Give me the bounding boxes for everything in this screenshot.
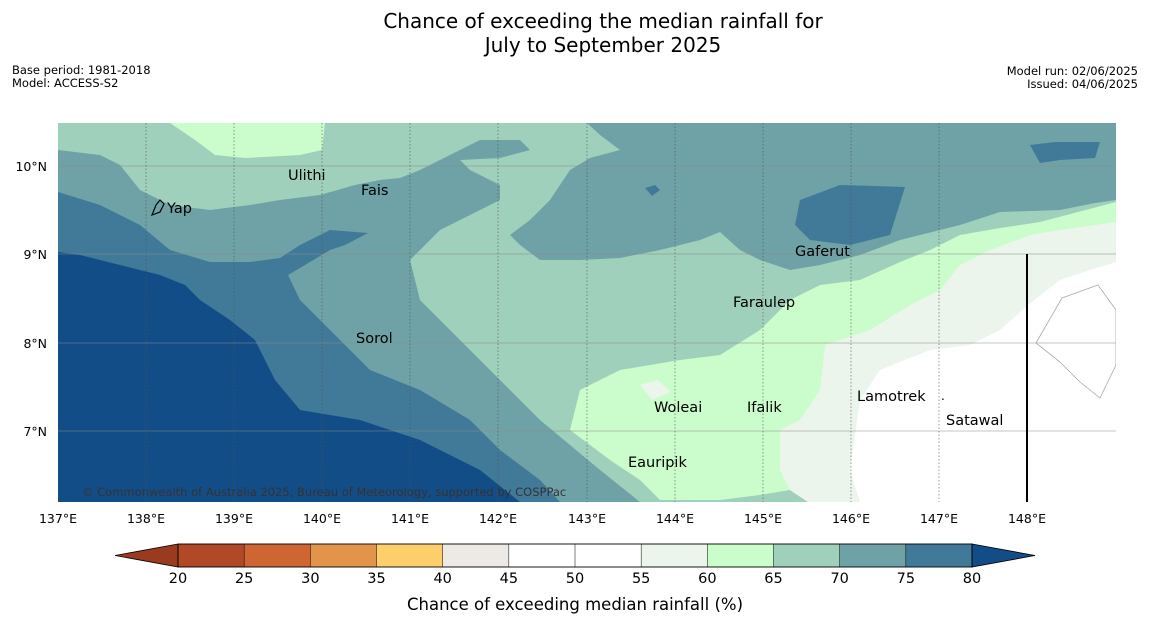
colorbar-tick-label: 70: [830, 571, 848, 587]
colorbar-segment: [376, 543, 444, 568]
colorbar-label: Chance of exceeding median rainfall (%): [407, 595, 743, 614]
lon-tick-143: 143°E: [568, 511, 606, 526]
map-title: Chance of exceeding the median rainfall …: [0, 9, 1150, 57]
colorbar-tick-label: 65: [764, 571, 782, 587]
model-run-text: Model run: 02/06/2025: [1006, 64, 1138, 78]
eez-outline: [1035, 284, 1116, 399]
longitude-gridlines: [145, 123, 940, 502]
place-gaferut: Gaferut: [795, 244, 850, 260]
place-labels: Ulithi Fais Yap Gaferut Faraulep Sorol W…: [166, 168, 1003, 471]
colorbar-tick-label: 30: [301, 571, 319, 587]
title-line-1: Chance of exceeding the median rainfall …: [383, 9, 823, 33]
band-80-ne: [1030, 142, 1100, 163]
colorbar-tick-label: 50: [566, 571, 584, 587]
lon-tick-141: 141°E: [391, 511, 429, 526]
lon-tick-138: 138°E: [127, 511, 165, 526]
lon-tick-144: 144°E: [656, 511, 694, 526]
issued-text: Issued: 04/06/2025: [1027, 77, 1138, 91]
colorbar-segment: [442, 543, 510, 568]
lat-tick-9: 9°N: [23, 247, 47, 262]
place-dot: .: [941, 389, 945, 403]
colorbar-over-arrow: [971, 543, 1036, 568]
colorbar-segment: [177, 543, 245, 568]
colorbar-segment: [243, 543, 312, 568]
latitude-tick-labels: 10°N 9°N 8°N 7°N: [15, 159, 47, 439]
colorbar-segment: [839, 543, 907, 568]
place-sorol: Sorol: [356, 331, 393, 347]
place-yap: Yap: [166, 201, 192, 217]
band-65-70-north: [170, 123, 325, 158]
colorbar-tick-labels: 20 25 30 35 40 45 50 55 60 65 70 75 80: [169, 571, 981, 587]
lon-tick-140: 140°E: [303, 511, 341, 526]
meta-left: Base period: 1981-2018 Model: ACCESS-S2: [12, 64, 151, 90]
lon-tick-145: 145°E: [744, 511, 782, 526]
yap-island-outline: [150, 199, 165, 217]
band-80-spot: [645, 185, 660, 196]
lon-tick-148: 148°E: [1008, 511, 1046, 526]
lon-tick-146: 146°E: [832, 511, 870, 526]
lon-tick-147: 147°E: [920, 511, 958, 526]
colorbar-segment: [773, 543, 841, 568]
lat-tick-7: 7°N: [23, 424, 47, 439]
title-line-2: July to September 2025: [484, 33, 722, 57]
band-over-80: [58, 252, 520, 502]
copyright-text: © Commonwealth of Australia 2025, Bureau…: [82, 485, 566, 499]
base-period-text: Base period: 1981-2018: [12, 63, 151, 77]
lon-tick-142: 142°E: [479, 511, 517, 526]
place-satawal: Satawal: [946, 413, 1003, 429]
colorbar-tick-label: 75: [897, 571, 915, 587]
place-faraulep: Faraulep: [733, 295, 795, 311]
colorbar-tick-label: 35: [367, 571, 385, 587]
place-fais: Fais: [361, 183, 388, 199]
place-ifalik: Ifalik: [747, 400, 782, 416]
rainfall-map: [58, 123, 1116, 502]
colorbar-tick-label: 25: [235, 571, 253, 587]
model-text: Model: ACCESS-S2: [12, 76, 119, 90]
lat-tick-10: 10°N: [15, 159, 47, 174]
colorbar-under-arrow: [114, 543, 179, 568]
place-ulithi: Ulithi: [288, 168, 326, 184]
colorbar-segment: [905, 543, 973, 568]
colorbar-tick-label: 20: [169, 571, 187, 587]
longitude-tick-labels: 137°E 138°E 139°E 140°E 141°E 142°E 143°…: [39, 511, 1046, 526]
colorbar-segment: [640, 543, 709, 568]
colorbar-segment: [707, 543, 775, 568]
meta-right: Model run: 02/06/2025 Issued: 04/06/2025: [1007, 65, 1138, 91]
place-eauripik: Eauripik: [628, 455, 687, 471]
colorbar-segments: [177, 543, 973, 568]
band-50-60: [850, 262, 1116, 502]
colorbar-segment: [574, 543, 642, 568]
colorbar-tick-label: 60: [698, 571, 716, 587]
colorbar-tick-label: 45: [500, 571, 518, 587]
colorbar: 20 25 30 35 40 45 50 55 60 65 70 75 80 Chance of exc…: [114, 543, 1036, 614]
place-lamotrek: Lamotrek: [857, 389, 926, 405]
lat-tick-8: 8°N: [23, 336, 47, 351]
lon-tick-139: 139°E: [215, 511, 253, 526]
colorbar-tick-label: 80: [963, 571, 981, 587]
colorbar-segment: [508, 543, 576, 568]
band-80-gaferut: [795, 185, 905, 245]
colorbar-frame: [177, 543, 973, 568]
colorbar-segment: [310, 543, 378, 568]
colorbar-tick-label: 55: [632, 571, 650, 587]
band-60-65-spot: [640, 380, 670, 400]
colorbar-tick-label: 40: [433, 571, 451, 587]
place-woleai: Woleai: [654, 400, 702, 416]
lon-tick-137: 137°E: [39, 511, 77, 526]
